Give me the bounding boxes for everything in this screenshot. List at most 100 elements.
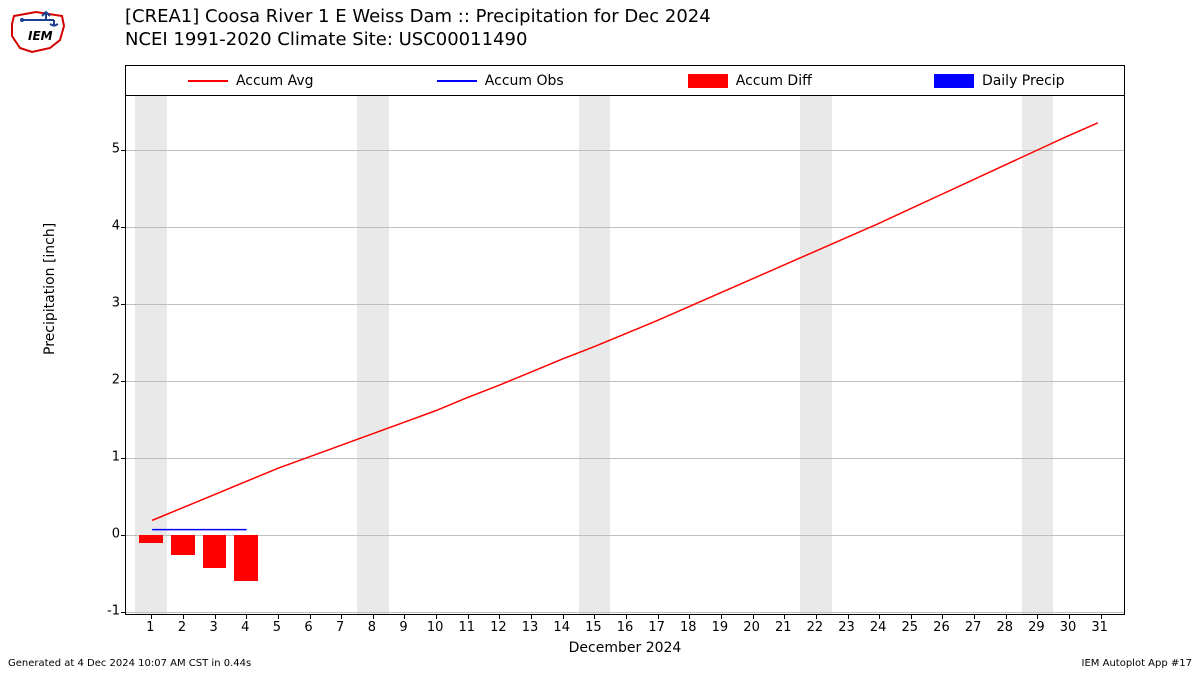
x-tick <box>310 614 311 619</box>
x-tick <box>531 614 532 619</box>
x-tick <box>499 614 500 619</box>
x-axis-label: December 2024 <box>569 640 682 656</box>
x-tick <box>278 614 279 619</box>
x-tick-label: 19 <box>712 620 729 635</box>
svg-text:IEM: IEM <box>28 29 53 43</box>
x-tick-label: 7 <box>336 620 344 635</box>
x-tick <box>1037 614 1038 619</box>
x-tick-label: 12 <box>490 620 507 635</box>
y-tick-label: 1 <box>80 450 120 465</box>
title-line-1: [CREA1] Coosa River 1 E Weiss Dam :: Pre… <box>125 6 711 29</box>
x-tick <box>1101 614 1102 619</box>
y-tick-label: -1 <box>80 604 120 619</box>
x-tick-label: 20 <box>743 620 760 635</box>
x-tick <box>436 614 437 619</box>
y-tick <box>121 150 126 151</box>
x-tick-label: 9 <box>399 620 407 635</box>
y-tick <box>121 381 126 382</box>
x-tick-label: 13 <box>522 620 539 635</box>
y-tick <box>121 612 126 613</box>
y-tick-label: 4 <box>80 218 120 233</box>
x-tick-label: 15 <box>585 620 602 635</box>
x-tick-label: 5 <box>273 620 281 635</box>
plot-svg <box>126 96 1124 614</box>
y-tick <box>121 304 126 305</box>
x-tick <box>879 614 880 619</box>
x-tick-label: 11 <box>458 620 475 635</box>
chart-title: [CREA1] Coosa River 1 E Weiss Dam :: Pre… <box>125 6 711 51</box>
plot-area <box>125 95 1125 615</box>
x-tick-label: 22 <box>807 620 824 635</box>
x-tick-label: 25 <box>902 620 919 635</box>
x-tick <box>468 614 469 619</box>
x-tick-label: 28 <box>996 620 1013 635</box>
legend-item: Accum Diff <box>625 66 875 95</box>
x-tick <box>1069 614 1070 619</box>
x-tick <box>563 614 564 619</box>
legend-swatch <box>688 74 728 88</box>
legend-label: Accum Obs <box>485 73 564 89</box>
x-tick-label: 31 <box>1091 620 1108 635</box>
y-tick-label: 2 <box>80 373 120 388</box>
x-tick <box>215 614 216 619</box>
iem-logo: IEM <box>8 6 68 54</box>
footer-generated: Generated at 4 Dec 2024 10:07 AM CST in … <box>8 658 251 669</box>
legend-label: Accum Avg <box>236 73 314 89</box>
x-tick <box>911 614 912 619</box>
legend-swatch <box>188 80 228 82</box>
x-tick-label: 30 <box>1060 620 1077 635</box>
x-tick <box>942 614 943 619</box>
x-tick <box>974 614 975 619</box>
legend-label: Accum Diff <box>736 73 812 89</box>
x-tick-label: 8 <box>368 620 376 635</box>
x-tick <box>594 614 595 619</box>
y-axis-label: Precipitation [inch] <box>42 223 58 355</box>
x-tick-label: 10 <box>427 620 444 635</box>
legend-label: Daily Precip <box>982 73 1065 89</box>
x-tick-label: 14 <box>553 620 570 635</box>
x-tick-label: 6 <box>304 620 312 635</box>
x-tick <box>658 614 659 619</box>
y-tick <box>121 458 126 459</box>
x-tick <box>246 614 247 619</box>
legend-item: Accum Avg <box>126 66 376 95</box>
x-tick-label: 4 <box>241 620 249 635</box>
x-tick <box>816 614 817 619</box>
x-tick-label: 26 <box>933 620 950 635</box>
x-tick-label: 2 <box>178 620 186 635</box>
x-tick <box>784 614 785 619</box>
x-tick <box>404 614 405 619</box>
x-tick <box>689 614 690 619</box>
x-tick <box>848 614 849 619</box>
footer-app: IEM Autoplot App #17 <box>1082 658 1192 669</box>
x-tick-label: 21 <box>775 620 792 635</box>
x-tick-label: 23 <box>838 620 855 635</box>
x-tick <box>626 614 627 619</box>
y-tick-label: 0 <box>80 527 120 542</box>
y-tick-label: 3 <box>80 296 120 311</box>
x-tick <box>753 614 754 619</box>
x-tick-label: 18 <box>680 620 697 635</box>
x-tick-label: 3 <box>209 620 217 635</box>
y-tick-label: 5 <box>80 141 120 156</box>
x-tick <box>373 614 374 619</box>
x-tick-label: 1 <box>146 620 154 635</box>
title-line-2: NCEI 1991-2020 Climate Site: USC00011490 <box>125 29 711 52</box>
legend-swatch <box>437 80 477 82</box>
x-tick-label: 16 <box>617 620 634 635</box>
legend-swatch <box>934 74 974 88</box>
x-tick <box>1006 614 1007 619</box>
y-tick <box>121 227 126 228</box>
x-tick-label: 24 <box>870 620 887 635</box>
accum-avg-line <box>152 123 1098 521</box>
y-tick <box>121 535 126 536</box>
legend: Accum Avg Accum Obs Accum Diff Daily Precip <box>125 65 1125 95</box>
x-tick <box>151 614 152 619</box>
x-tick-label: 29 <box>1028 620 1045 635</box>
x-tick <box>721 614 722 619</box>
x-tick <box>341 614 342 619</box>
x-tick <box>183 614 184 619</box>
legend-item: Daily Precip <box>875 66 1125 95</box>
legend-item: Accum Obs <box>376 66 626 95</box>
x-tick-label: 27 <box>965 620 982 635</box>
